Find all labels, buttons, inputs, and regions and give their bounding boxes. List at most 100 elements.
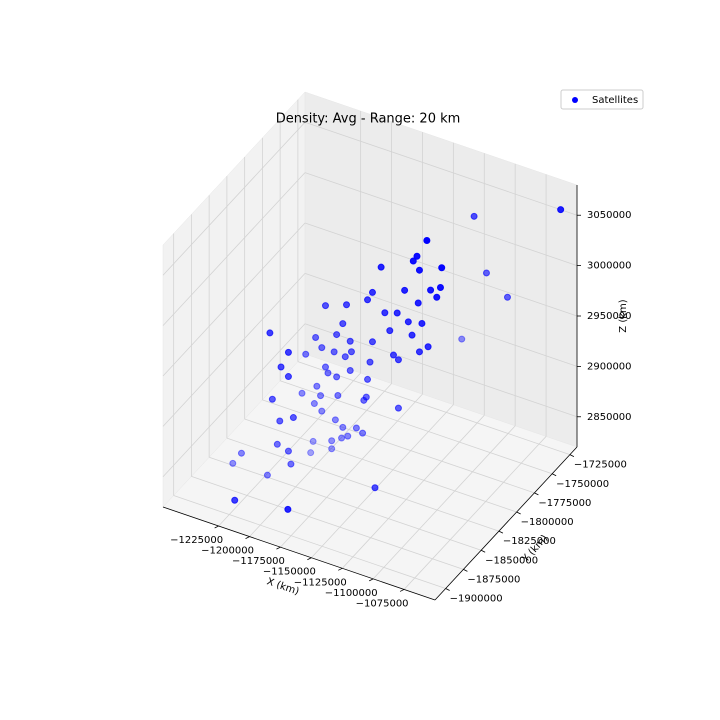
y-tick <box>534 492 539 496</box>
data-point <box>276 417 284 425</box>
x-tick <box>245 536 250 539</box>
data-point <box>482 269 490 277</box>
data-point <box>346 366 354 374</box>
data-point <box>317 392 325 400</box>
grid-line <box>209 456 482 551</box>
data-point <box>339 320 347 328</box>
data-point <box>368 338 376 346</box>
data-point <box>359 429 367 437</box>
grid-line <box>280 393 423 548</box>
y-tick <box>480 549 486 553</box>
grid-line <box>191 476 464 570</box>
y-tick <box>463 569 468 572</box>
data-point <box>338 434 346 442</box>
x-tick-label: −1150000 <box>263 567 316 578</box>
data-point <box>470 212 478 220</box>
data-point <box>343 301 351 309</box>
data-point <box>318 344 326 352</box>
y-tick <box>551 473 557 477</box>
y-tick <box>569 454 575 458</box>
data-point <box>458 335 466 343</box>
data-point <box>330 348 338 356</box>
y-tick-label: −1800000 <box>521 517 574 528</box>
data-point <box>352 424 360 432</box>
x-axis-line <box>162 506 436 601</box>
x-tick <box>214 525 219 529</box>
data-point <box>313 382 321 390</box>
grid-line <box>173 495 446 589</box>
grid-line <box>162 222 306 377</box>
data-point <box>273 440 281 448</box>
data-point <box>307 449 315 457</box>
data-point <box>318 407 326 415</box>
data-point <box>287 460 295 468</box>
x-tick-label: −1175000 <box>232 556 285 567</box>
data-point <box>229 459 237 467</box>
x-tick <box>369 578 374 582</box>
data-point <box>381 309 389 317</box>
data-point <box>328 445 336 453</box>
x-tick <box>399 589 405 592</box>
data-point <box>438 264 446 272</box>
data-point <box>284 348 292 356</box>
y-tick-label: −1750000 <box>556 479 609 490</box>
grid-line <box>311 404 454 558</box>
y-tick-label: −1850000 <box>485 555 538 566</box>
data-point <box>377 263 385 271</box>
data-point <box>364 375 372 383</box>
data-point <box>231 496 239 504</box>
grid-line <box>372 425 516 580</box>
data-point <box>401 286 409 294</box>
grid-line <box>244 418 517 513</box>
grid-line <box>162 323 306 478</box>
data-point <box>409 257 417 265</box>
data-point <box>408 331 416 339</box>
legend-label: Satellites <box>592 95 638 106</box>
data-point <box>237 449 245 457</box>
data-point <box>394 356 402 364</box>
data-point <box>366 358 374 366</box>
data-point <box>414 299 422 307</box>
data-point <box>386 327 394 335</box>
data-point <box>289 414 297 422</box>
y-tick-label: −1875000 <box>467 574 520 585</box>
data-point <box>284 447 292 455</box>
grid-line <box>403 436 547 590</box>
chart-title: Density: Avg - Range: 20 km <box>276 112 461 127</box>
data-point <box>433 293 441 301</box>
data-point <box>436 283 444 291</box>
data-point <box>310 400 318 408</box>
data-point <box>418 319 426 327</box>
data-point <box>415 266 423 274</box>
grid-line <box>341 415 485 569</box>
x-tick-label: −1225000 <box>170 535 223 546</box>
z-tick-label: 3050000 <box>587 210 632 221</box>
data-point <box>302 350 310 358</box>
grid-line <box>226 437 500 532</box>
y-tick <box>516 511 521 515</box>
data-point <box>427 286 435 294</box>
data-point <box>333 373 341 381</box>
z-tick-label: 3000000 <box>587 261 632 272</box>
data-point <box>328 437 336 445</box>
z-tick-label: 2850000 <box>587 412 632 423</box>
x-tick-label: −1100000 <box>325 588 378 599</box>
x-tick <box>276 546 281 550</box>
data-point <box>321 302 329 310</box>
data-point <box>309 437 317 445</box>
grid-line <box>262 399 535 494</box>
data-point <box>331 416 339 424</box>
grid-line <box>162 121 306 276</box>
y-tick <box>498 530 504 534</box>
legend: Satellites <box>560 89 644 110</box>
data-point <box>312 333 320 341</box>
grid-line <box>162 273 306 427</box>
data-point <box>503 293 511 301</box>
grid-line <box>304 273 578 367</box>
grid-line <box>280 380 553 475</box>
data-point <box>263 471 271 479</box>
grid-line <box>304 121 578 216</box>
data-point <box>364 296 372 304</box>
data-point <box>347 348 355 356</box>
